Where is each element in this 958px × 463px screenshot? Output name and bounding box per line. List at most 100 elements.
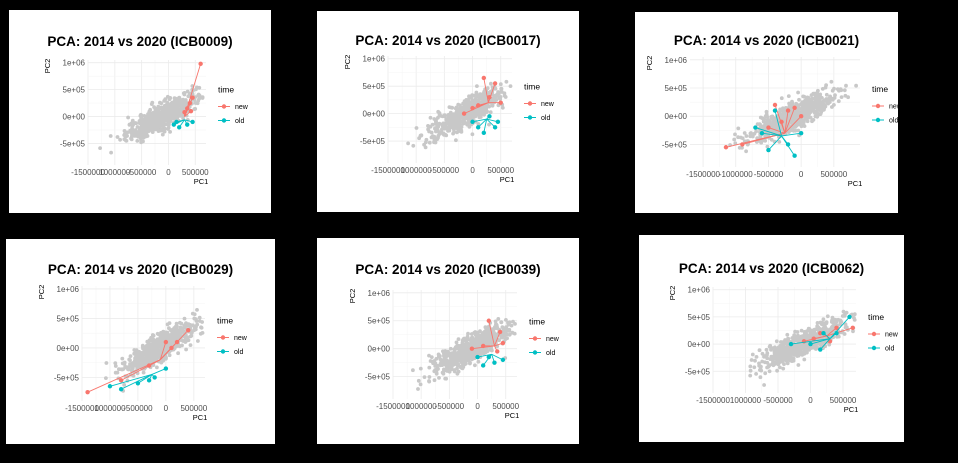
series-old-point bbox=[495, 119, 501, 125]
x-tick-label: 1000000 bbox=[99, 168, 131, 177]
y-axis-label: PC2 bbox=[43, 59, 52, 74]
background-point bbox=[422, 142, 426, 147]
background-point bbox=[447, 361, 452, 365]
background-point bbox=[778, 108, 783, 113]
series-old-segment bbox=[829, 316, 850, 339]
series-old-point bbox=[766, 147, 771, 153]
background-point bbox=[194, 87, 198, 92]
background-point bbox=[179, 326, 184, 331]
x-tick-label: -500000 bbox=[123, 404, 153, 413]
series-new-segment bbox=[494, 331, 501, 347]
background-point bbox=[458, 103, 462, 108]
background-point bbox=[161, 330, 166, 334]
background-point bbox=[748, 134, 753, 139]
background-point bbox=[493, 93, 498, 98]
series-new-point bbox=[779, 119, 784, 125]
y-tick-label: -5e+05 bbox=[54, 373, 80, 382]
background-point bbox=[147, 359, 152, 364]
y-tick-label: -5e+05 bbox=[662, 140, 688, 149]
background-point bbox=[128, 358, 132, 363]
background-point bbox=[182, 91, 187, 96]
background-point bbox=[473, 108, 478, 113]
background-point bbox=[801, 94, 806, 99]
background-point bbox=[464, 352, 469, 356]
series-new-point bbox=[723, 145, 729, 150]
background-point bbox=[753, 358, 757, 363]
background-point bbox=[478, 336, 483, 341]
y-tick-label: 1e+06 bbox=[363, 55, 386, 64]
background-point bbox=[442, 356, 447, 361]
series-old-point bbox=[107, 384, 113, 389]
background-point bbox=[152, 347, 157, 352]
background-point bbox=[184, 347, 189, 352]
background-point bbox=[802, 118, 806, 123]
pca-chart-2: PCA: 2014 vs 2020 (ICB0017) -150000010000… bbox=[343, 33, 555, 184]
background-point bbox=[432, 139, 437, 143]
series-new-point bbox=[475, 103, 481, 108]
background-point bbox=[790, 99, 794, 104]
series-old bbox=[470, 114, 501, 136]
background-point bbox=[427, 365, 432, 370]
background-point bbox=[418, 366, 423, 371]
series-old bbox=[753, 108, 804, 158]
background-point bbox=[770, 346, 775, 350]
background-point bbox=[852, 312, 857, 317]
pca-chart-4: PCA: 2014 vs 2020 (ICB0029) -150000010000… bbox=[37, 262, 248, 422]
series-new-point bbox=[163, 339, 169, 345]
background-points bbox=[98, 84, 205, 155]
background-point bbox=[443, 376, 448, 381]
background-point bbox=[771, 119, 776, 124]
background-point bbox=[192, 312, 197, 317]
background-point bbox=[164, 117, 168, 121]
background-point bbox=[821, 317, 826, 322]
background-point bbox=[495, 325, 499, 330]
background-point bbox=[842, 332, 847, 336]
legend-key-point bbox=[221, 104, 227, 109]
legend-key-point bbox=[875, 103, 881, 109]
background-point bbox=[800, 335, 805, 340]
background-point bbox=[775, 368, 779, 373]
background-point bbox=[162, 129, 167, 134]
background-point bbox=[767, 369, 772, 374]
background-point bbox=[129, 137, 134, 142]
background-point bbox=[122, 360, 127, 365]
series-new-segment bbox=[826, 327, 853, 337]
series-new-segment bbox=[488, 320, 495, 346]
legend-item-new: new bbox=[541, 101, 555, 108]
x-tick-label: 1000000 bbox=[730, 396, 762, 405]
background-point bbox=[192, 316, 197, 321]
background-point bbox=[140, 132, 145, 136]
series-new-point bbox=[118, 378, 124, 383]
background-point bbox=[736, 126, 741, 131]
background-point bbox=[854, 83, 858, 88]
background-point bbox=[789, 349, 793, 354]
background-point bbox=[427, 140, 432, 145]
background-point bbox=[805, 108, 810, 113]
background-point bbox=[460, 354, 465, 358]
background-point bbox=[424, 137, 429, 142]
background-point bbox=[183, 337, 188, 341]
background-point bbox=[774, 123, 779, 127]
background-point bbox=[484, 106, 489, 111]
background-point bbox=[471, 102, 475, 107]
series-new-point bbox=[487, 94, 492, 100]
series-old-point bbox=[171, 122, 177, 127]
series-new-segment bbox=[159, 341, 167, 360]
background-point bbox=[455, 371, 460, 376]
legend-item-old: old bbox=[235, 118, 244, 125]
background-point bbox=[161, 358, 166, 362]
background-point bbox=[785, 361, 790, 366]
background-point bbox=[134, 350, 139, 355]
series-new-point bbox=[188, 108, 194, 114]
background-point bbox=[818, 103, 823, 107]
series-new-segment bbox=[483, 77, 489, 103]
background-point bbox=[182, 316, 187, 321]
background-point bbox=[732, 137, 737, 142]
background-point bbox=[462, 104, 467, 109]
background-point bbox=[476, 359, 481, 364]
series-new-point bbox=[169, 345, 174, 351]
background-point bbox=[824, 97, 829, 101]
x-tick-label: 0 bbox=[166, 168, 171, 177]
background-point bbox=[130, 118, 135, 123]
legend-key-point bbox=[532, 336, 538, 341]
